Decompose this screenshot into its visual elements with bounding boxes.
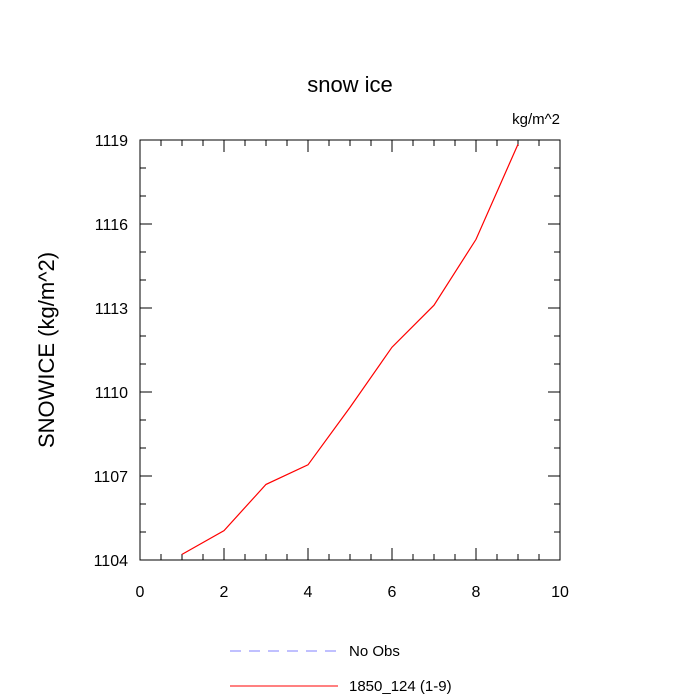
legend-label: No Obs	[349, 643, 400, 660]
x-tick-label: 6	[388, 584, 397, 601]
series-layer	[181, 143, 519, 555]
units-label: kg/m^2	[512, 111, 560, 128]
plot-frame	[139, 139, 561, 561]
y-tick-label: 1116	[95, 217, 128, 234]
x-tick-label: 4	[304, 584, 313, 601]
y-tick-label: 1104	[94, 553, 129, 570]
x-tick-label: 2	[220, 584, 229, 601]
chart-title: snow ice	[307, 72, 393, 97]
axis-ticks	[139, 139, 561, 561]
y-tick-label: 1110	[95, 385, 128, 402]
x-tick-label: 8	[472, 584, 481, 601]
series-line	[181, 143, 519, 555]
y-tick-label: 1107	[94, 469, 129, 486]
y-tick-label: 1119	[95, 133, 128, 150]
legend-label: 1850_124 (1-9)	[349, 678, 452, 695]
y-tick-label: 1113	[95, 301, 128, 318]
y-axis-label: SNOWICE (kg/m^2)	[34, 252, 59, 448]
axis-tick-labels: 0 2 4 6 8 10 1104 1107 1110 1113 1116 1119	[94, 133, 569, 601]
legend: No Obs 1850_124 (1-9)	[230, 643, 452, 695]
x-tick-label: 0	[136, 584, 145, 601]
x-tick-label: 10	[551, 584, 569, 601]
